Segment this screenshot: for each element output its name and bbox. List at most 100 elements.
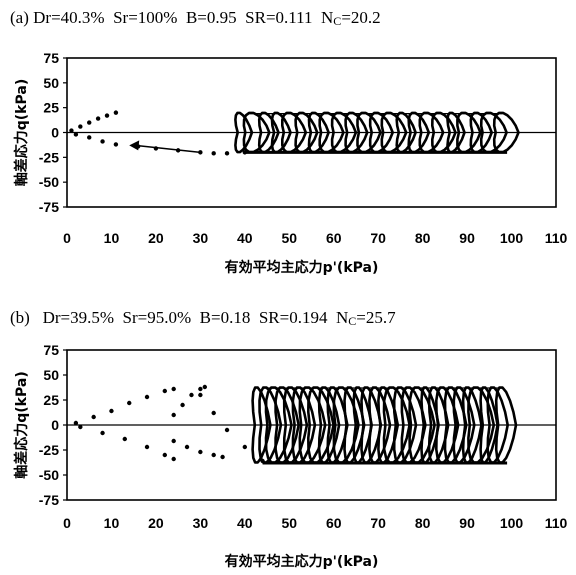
cyclic-loop <box>492 111 520 154</box>
y-tick-label: 0 <box>51 125 59 141</box>
data-point <box>180 402 185 408</box>
cyclic-loop <box>298 386 327 464</box>
x-tick-label: 70 <box>370 230 386 246</box>
data-point <box>104 113 110 118</box>
cyclic-loop <box>274 386 300 464</box>
y-tick-label: -75 <box>39 492 59 508</box>
cyclic-loop <box>446 111 466 154</box>
cyclic-loop <box>326 386 349 464</box>
data-point <box>198 392 203 398</box>
cyclic-loop <box>368 111 394 154</box>
cyclic-loop <box>407 111 431 154</box>
x-axis-label: 有効平均主応力p'(kPa) <box>225 259 379 276</box>
x-tick-label: 70 <box>370 515 386 531</box>
cyclic-loop <box>418 111 445 154</box>
param-n: NC=25.7 <box>335 308 396 328</box>
y-tick-label: 50 <box>43 75 59 91</box>
cyclic-loop <box>330 111 358 154</box>
data-point <box>211 151 216 156</box>
x-axis-label: 有効平均主応力p'(kPa) <box>225 553 379 570</box>
param-b: B=0.95 <box>185 8 237 27</box>
data-point <box>189 392 194 398</box>
cyclic-loop <box>234 111 254 154</box>
y-tick-label: -25 <box>39 149 59 165</box>
cyclic-loop <box>494 386 518 464</box>
x-tick-label: 110 <box>545 230 568 246</box>
data-point <box>162 452 167 458</box>
data-point <box>122 436 127 442</box>
x-tick-label: 90 <box>459 515 475 531</box>
cyclic-loop <box>461 386 483 464</box>
panel-label: (a) <box>10 8 29 27</box>
cyclic-loop <box>456 111 482 154</box>
data-point <box>87 135 92 140</box>
panel-label: (b) <box>10 308 30 327</box>
data-point <box>220 454 225 460</box>
cyclic-loop <box>435 386 460 464</box>
cyclic-loop <box>258 386 283 464</box>
x-tick-label: 100 <box>500 515 524 531</box>
y-tick-label: 25 <box>43 100 59 116</box>
cyclic-loop <box>257 111 280 154</box>
param-dr: Dr=40.3% <box>33 8 105 27</box>
cyclic-loop <box>377 386 400 464</box>
cyclic-loop <box>242 111 271 154</box>
data-point <box>144 444 150 450</box>
cyclic-loop <box>400 386 427 464</box>
cyclic-loop <box>356 111 382 154</box>
data-point <box>242 444 248 450</box>
data-point <box>87 120 92 125</box>
y-tick-label: -50 <box>39 174 59 190</box>
cyclic-loop <box>344 111 369 154</box>
data-point <box>91 414 96 420</box>
y-tick-label: 25 <box>43 392 59 408</box>
data-point <box>211 452 216 458</box>
x-tick-label: 30 <box>193 230 209 246</box>
x-tick-label: 10 <box>104 515 120 531</box>
x-tick-label: 30 <box>193 515 209 531</box>
y-tick-label: -50 <box>39 467 59 483</box>
cyclic-loop <box>282 386 309 464</box>
x-tick-label: 10 <box>104 230 120 246</box>
chart-b-title: (b) Dr=39.5% Sr=95.0% B=0.18 SR=0.194 NC… <box>10 308 396 329</box>
param-dr: Dr=39.5% <box>42 308 115 327</box>
cyclic-loop <box>431 111 457 154</box>
data-point <box>78 124 83 129</box>
data-point <box>100 430 105 436</box>
data-point <box>95 116 101 121</box>
cyclic-loop <box>307 386 335 464</box>
cyclic-loop <box>382 386 411 464</box>
data-point <box>171 438 176 444</box>
y-tick-label: 75 <box>43 50 59 66</box>
y-tick-label: -25 <box>39 442 59 458</box>
cyclic-loop <box>281 111 308 154</box>
x-tick-label: 40 <box>237 230 253 246</box>
cyclic-loop <box>392 386 418 464</box>
x-tick-label: 100 <box>500 230 524 246</box>
data-point <box>78 424 83 430</box>
data-point <box>198 386 203 392</box>
x-tick-label: 80 <box>415 230 431 246</box>
data-point <box>69 128 74 133</box>
data-point <box>100 139 105 144</box>
chart-a-title: (a) Dr=40.3% Sr=100% B=0.95 SR=0.111 NC=… <box>10 8 381 29</box>
cyclic-loop <box>332 386 360 464</box>
data-point <box>127 400 132 406</box>
data-point <box>109 408 114 414</box>
arrow-head <box>129 140 140 151</box>
y-tick-label: -75 <box>39 199 59 215</box>
data-point <box>198 449 203 455</box>
y-axis-label: 軸差応力q(kPa) <box>13 79 30 186</box>
data-point <box>73 420 79 426</box>
data-point <box>211 410 216 416</box>
x-tick-label: 60 <box>326 230 342 246</box>
param-b: B=0.18 <box>199 308 251 327</box>
cyclic-loop <box>291 386 317 464</box>
cyclic-loop <box>270 111 292 154</box>
data-point <box>171 386 176 392</box>
cyclic-loop <box>380 111 408 154</box>
arrow-shaft <box>135 144 201 154</box>
data-point <box>171 412 176 418</box>
x-tick-label: 90 <box>459 230 475 246</box>
x-tick-label: 20 <box>148 515 164 531</box>
